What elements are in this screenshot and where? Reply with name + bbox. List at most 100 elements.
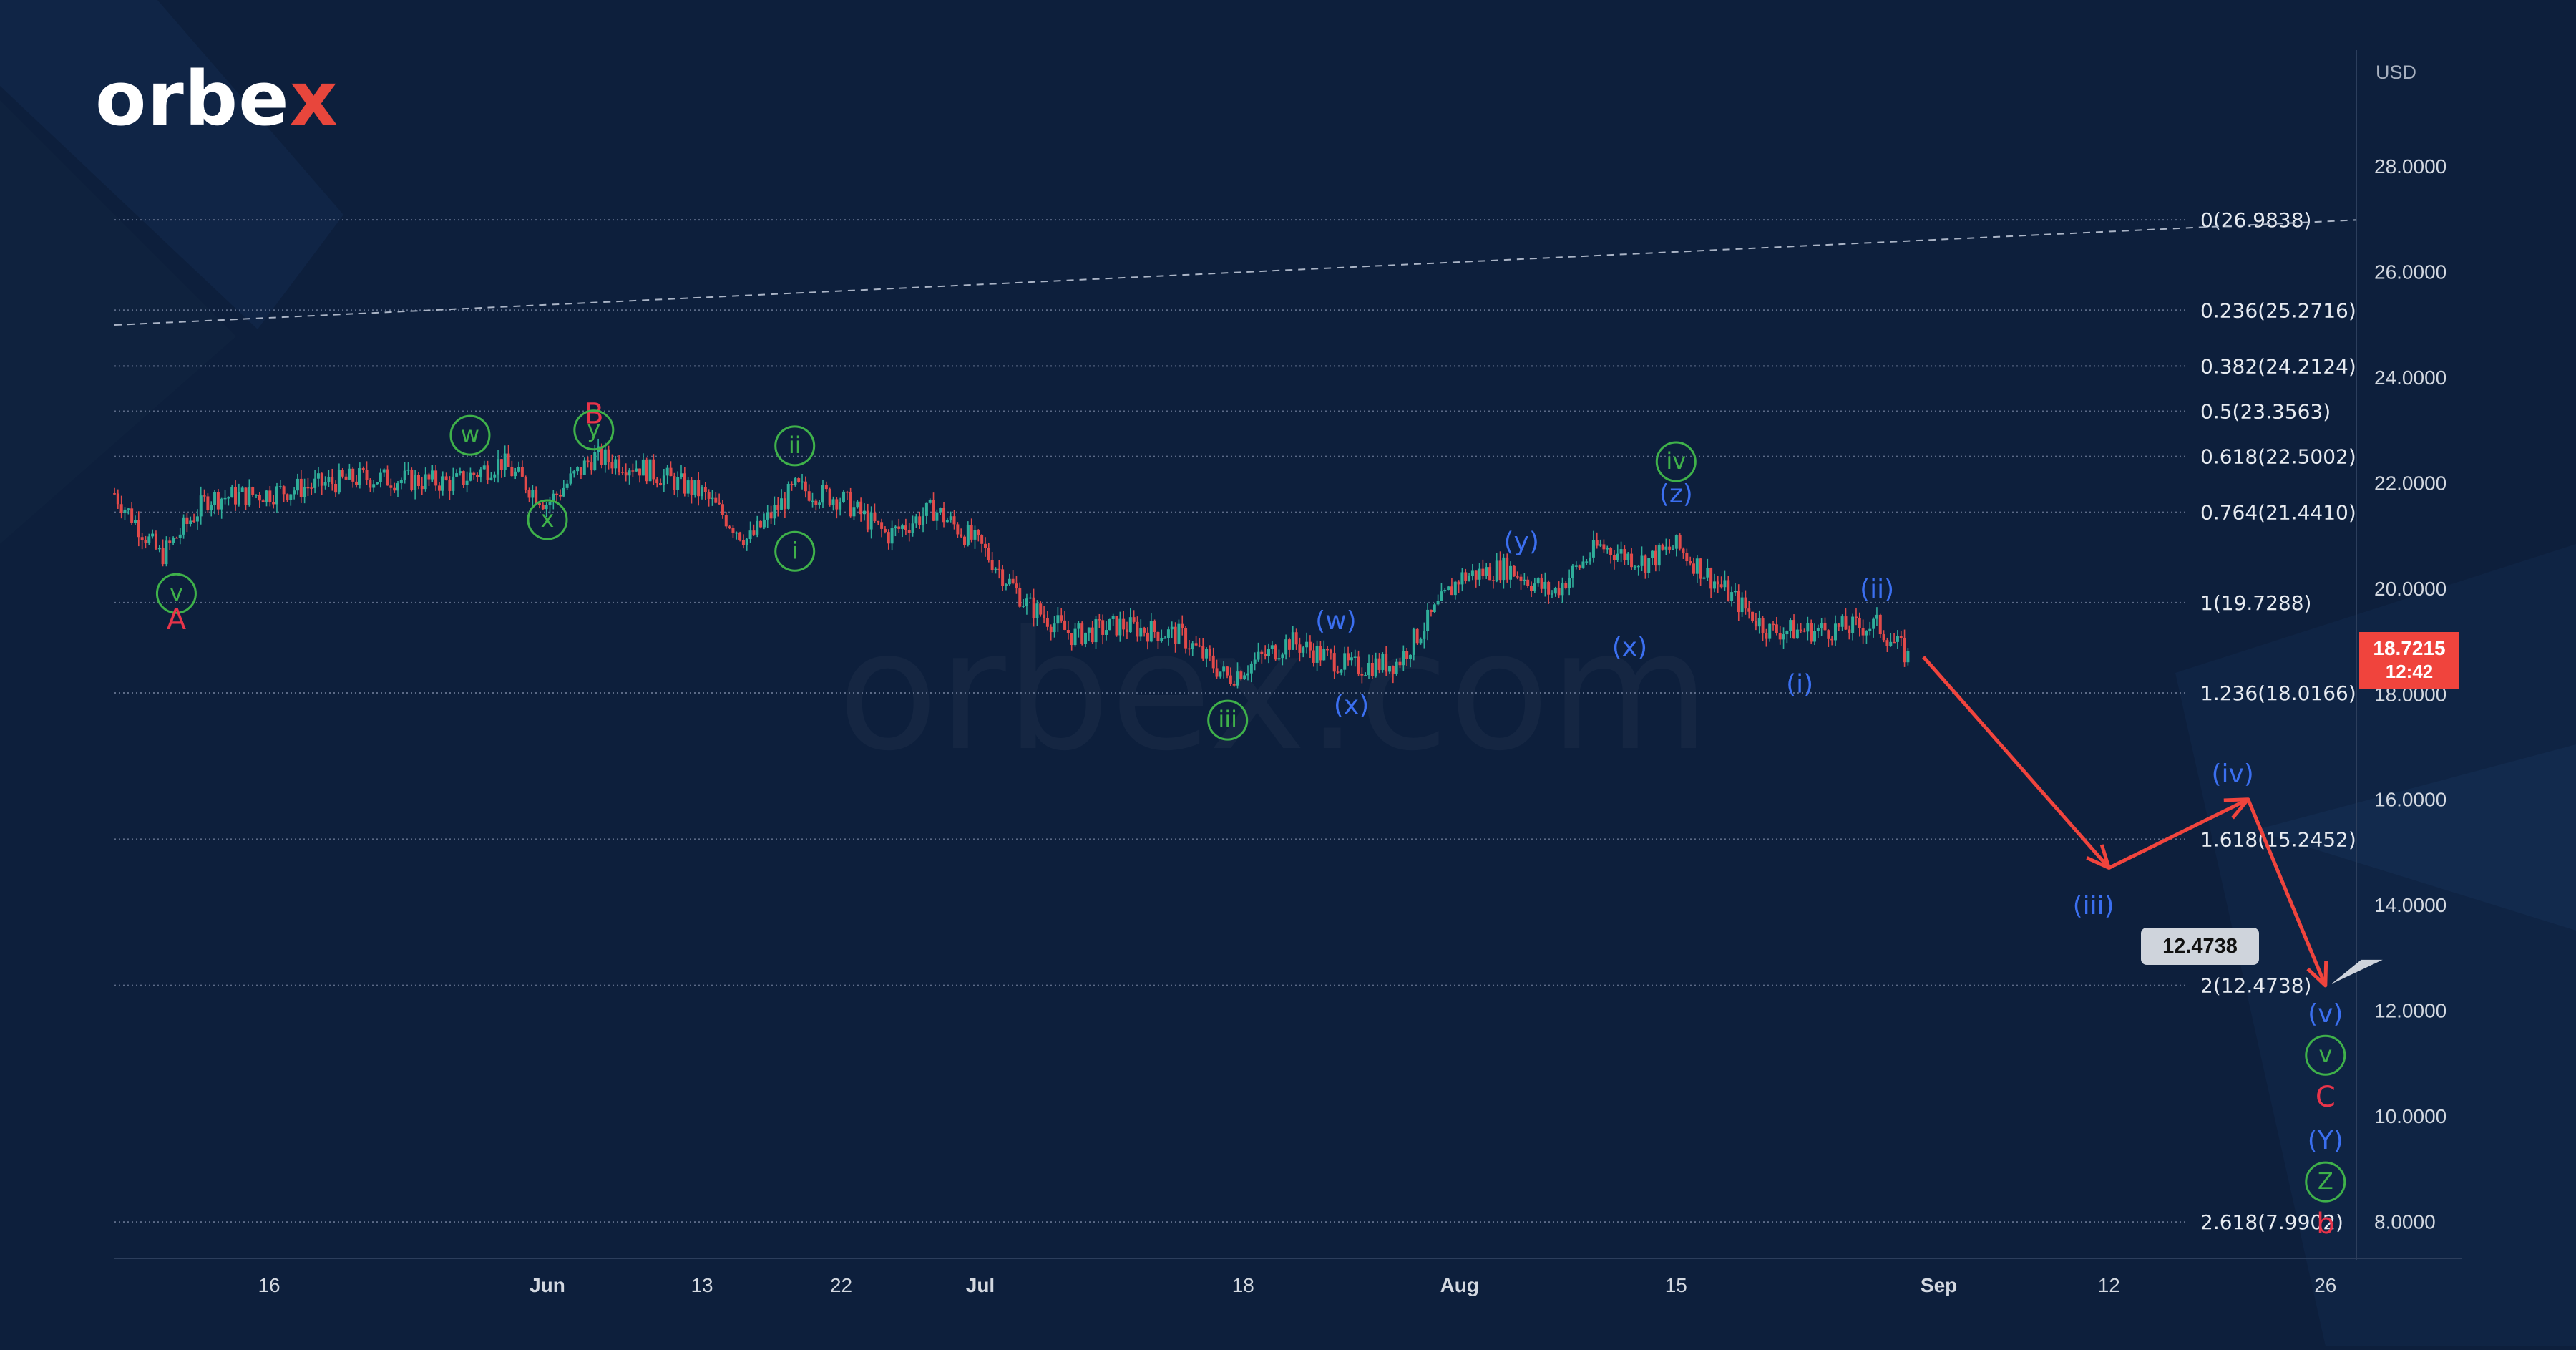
candle-body bbox=[1775, 624, 1778, 633]
candle-body bbox=[1043, 614, 1046, 618]
candle-body bbox=[1098, 619, 1101, 621]
candle-body bbox=[137, 520, 140, 538]
candle-body bbox=[1125, 629, 1128, 633]
time-tick-label: 15 bbox=[1665, 1274, 1687, 1296]
candle-body bbox=[1765, 633, 1768, 639]
candle-body bbox=[1772, 623, 1775, 626]
candle-body bbox=[1823, 623, 1827, 631]
candle-body bbox=[420, 485, 424, 490]
candle-body bbox=[973, 530, 977, 540]
candle-body bbox=[1177, 623, 1181, 644]
candle-body bbox=[1070, 633, 1073, 646]
candle-body bbox=[1429, 609, 1433, 613]
candle-body bbox=[562, 487, 565, 497]
candle-body bbox=[541, 505, 545, 510]
candle-body bbox=[1060, 615, 1063, 621]
candle-body bbox=[1578, 565, 1581, 568]
candle-body bbox=[316, 473, 320, 479]
candle-body bbox=[1243, 675, 1246, 680]
candle-body bbox=[1340, 669, 1343, 673]
candle-body bbox=[1785, 631, 1789, 635]
candle-body bbox=[386, 469, 389, 486]
candle-body bbox=[482, 465, 486, 470]
candle-body bbox=[797, 478, 801, 482]
price-tick-label: 14.0000 bbox=[2374, 894, 2446, 916]
candlesticks bbox=[113, 438, 1910, 689]
candle-body bbox=[1709, 568, 1713, 589]
wave-label: (i) bbox=[1786, 670, 1813, 699]
candle-body bbox=[1111, 616, 1115, 619]
candle-body bbox=[299, 478, 303, 497]
candle-body bbox=[296, 478, 299, 491]
candle-body bbox=[1374, 658, 1377, 676]
candle-body bbox=[748, 530, 752, 540]
candle-body bbox=[1450, 586, 1453, 596]
candle-body bbox=[1336, 671, 1340, 673]
candle-body bbox=[393, 487, 396, 491]
candle-body bbox=[455, 473, 459, 477]
candle-body bbox=[499, 459, 503, 470]
candle-body bbox=[1872, 618, 1875, 629]
candle-body bbox=[535, 490, 538, 504]
fib-label: 2(12.4738) bbox=[2200, 974, 2311, 998]
wave-label-circle bbox=[774, 425, 816, 467]
candle-body bbox=[1820, 623, 1823, 628]
orbex-logo: orbex bbox=[95, 55, 338, 142]
candle-body bbox=[1640, 555, 1644, 566]
candle-body bbox=[1668, 546, 1672, 550]
candle-body bbox=[1312, 650, 1315, 663]
candle-body bbox=[1837, 623, 1840, 627]
candle-body bbox=[1899, 636, 1903, 638]
fib-label: 0.618(22.5002) bbox=[2200, 445, 2356, 469]
candle-body bbox=[603, 449, 607, 465]
candle-body bbox=[807, 491, 811, 501]
candle-body bbox=[165, 540, 168, 565]
candle-body bbox=[1757, 618, 1761, 627]
candle-body bbox=[1885, 640, 1889, 646]
candle-body bbox=[1426, 609, 1430, 632]
candle-body bbox=[1132, 617, 1136, 622]
fib-label: 0.5(23.3563) bbox=[2200, 399, 2331, 423]
candle-body bbox=[1045, 618, 1049, 627]
time-tick-label: Aug bbox=[1440, 1274, 1479, 1296]
candle-body bbox=[1478, 568, 1481, 580]
candle-body bbox=[966, 525, 970, 545]
candle-body bbox=[1139, 627, 1143, 637]
candle-body bbox=[510, 467, 514, 477]
fib-label: 2.618(7.9902) bbox=[2200, 1210, 2343, 1234]
candle-body bbox=[1623, 549, 1626, 560]
candle-body bbox=[1329, 650, 1332, 654]
candle-body bbox=[334, 483, 338, 493]
candle-body bbox=[116, 493, 119, 505]
candle-body bbox=[1495, 560, 1498, 582]
candle-body bbox=[1664, 546, 1668, 550]
price-tick-label: 28.0000 bbox=[2374, 155, 2446, 178]
candle-body bbox=[520, 467, 524, 477]
candle-body bbox=[1367, 662, 1371, 676]
candle-body bbox=[1761, 618, 1765, 633]
candle-body bbox=[119, 504, 123, 513]
candle-body bbox=[1343, 653, 1347, 670]
candle-body bbox=[1008, 578, 1011, 585]
candle-body bbox=[168, 540, 172, 543]
candle-body bbox=[907, 530, 911, 533]
current-price-badge: 18.7215 12:42 bbox=[2359, 632, 2459, 689]
candle-body bbox=[1187, 648, 1191, 650]
candle-body bbox=[1530, 586, 1533, 591]
candle-body bbox=[524, 476, 527, 490]
candle-body bbox=[645, 459, 648, 482]
candle-body bbox=[728, 526, 731, 528]
candle-body bbox=[769, 512, 773, 519]
candle-body bbox=[1436, 601, 1440, 605]
candle-body bbox=[1844, 616, 1848, 630]
candle-body bbox=[1647, 558, 1651, 573]
candle-body bbox=[216, 492, 220, 510]
wave-label-circle bbox=[573, 409, 615, 451]
candle-body bbox=[963, 536, 967, 545]
candle-body bbox=[389, 485, 393, 488]
candle-body bbox=[1146, 632, 1149, 642]
candle-body bbox=[1536, 578, 1540, 584]
candle-body bbox=[1523, 579, 1526, 581]
candle-body bbox=[1298, 644, 1302, 653]
